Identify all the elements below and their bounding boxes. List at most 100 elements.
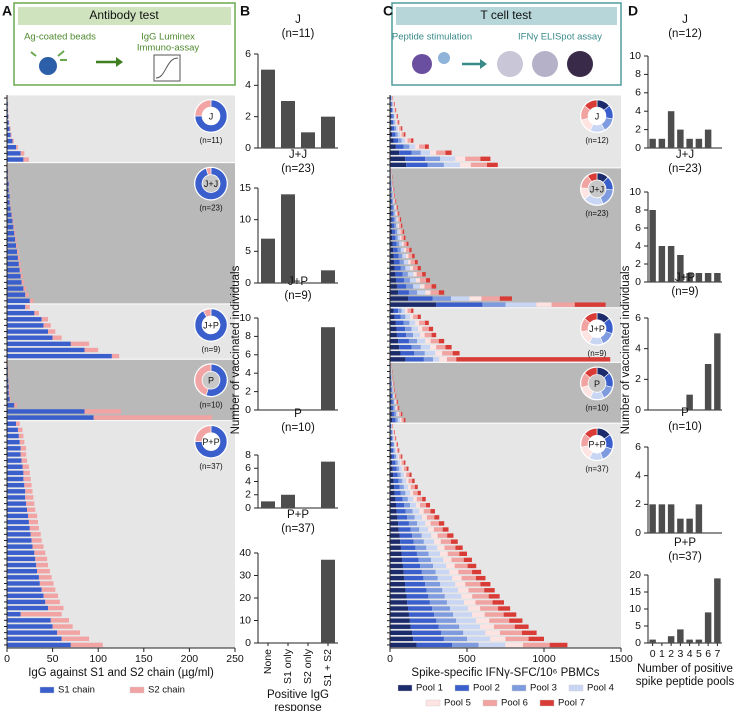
x-tick-label: 0 <box>650 648 656 660</box>
bar-segment <box>36 563 48 567</box>
bar-segment <box>7 434 19 438</box>
bar-segment <box>409 612 434 616</box>
bar-segment <box>401 223 402 227</box>
bar-segment <box>404 576 423 580</box>
bar-segment <box>394 394 395 398</box>
bar <box>686 139 692 148</box>
bar-segment <box>405 315 410 319</box>
bar-segment <box>7 213 12 217</box>
bar-segment <box>430 345 436 349</box>
bar-segment <box>484 588 494 592</box>
bar-segment <box>398 460 400 464</box>
bar-segment <box>432 333 437 337</box>
subchart-subtitle: (n=23) <box>668 163 702 175</box>
bar-segment <box>425 351 435 355</box>
bar-segment <box>425 521 430 525</box>
bar-segment <box>94 415 213 419</box>
bar-segment <box>397 217 398 221</box>
bar-segment <box>509 618 522 622</box>
bar-segment <box>394 114 395 118</box>
bar-segment <box>390 144 396 148</box>
subchart-title: P+P <box>287 509 309 521</box>
bar-segment <box>412 345 421 349</box>
y-tick-label: 8 <box>245 330 251 342</box>
subchart-subtitle: (n=37) <box>668 551 702 563</box>
bar-segment <box>421 151 430 155</box>
bar-segment <box>404 236 406 240</box>
y-tick-label: 6 <box>245 349 251 361</box>
group-n: (n=12) <box>585 136 609 145</box>
bar-segment <box>413 315 418 319</box>
bar-segment <box>45 600 60 604</box>
bar-segment <box>10 397 11 401</box>
bar-segment <box>439 357 447 361</box>
bar-segment <box>37 569 50 573</box>
bar-segment <box>393 406 394 410</box>
bar-segment <box>398 309 402 313</box>
bar-segment <box>402 272 407 276</box>
bar-segment <box>392 102 393 106</box>
subchart-title: J <box>295 14 301 26</box>
y-tick-label: 4 <box>245 475 251 487</box>
group-n: (n=10) <box>199 400 223 409</box>
bar-segment <box>417 272 422 276</box>
bar-segment <box>406 254 408 258</box>
bar-segment <box>401 315 406 319</box>
x-tick-label: 1000 <box>532 653 556 665</box>
bar-segment <box>399 345 411 349</box>
bar-segment <box>411 625 439 629</box>
bar-segment <box>394 217 396 221</box>
header-step: IgG Luminex <box>141 32 195 43</box>
subchart-subtitle: (n=10) <box>668 421 702 433</box>
bar-segment <box>413 284 420 288</box>
bar-segment <box>7 581 40 585</box>
bar-segment <box>7 348 85 352</box>
bar-segment <box>422 570 436 574</box>
legend-label: Pool 4 <box>587 683 614 694</box>
y-tick-label: 15 <box>629 586 641 598</box>
bar <box>321 462 335 508</box>
bar-segment <box>7 563 36 567</box>
group-label: J+P <box>203 320 219 330</box>
bar-segment <box>435 351 442 355</box>
bar-segment <box>431 339 439 343</box>
bar-segment <box>397 284 406 288</box>
bar-segment <box>500 631 522 635</box>
bar-segment <box>391 187 392 191</box>
bar-segment <box>390 327 396 331</box>
bar-segment <box>406 333 413 337</box>
bar-segment <box>460 163 471 167</box>
bar-segment <box>402 552 417 556</box>
bar <box>677 130 683 148</box>
y-tick-label: 0 <box>245 502 251 514</box>
bar-segment <box>452 643 479 647</box>
bar-segment <box>433 357 439 361</box>
bar-segment <box>410 315 413 319</box>
bar-segment <box>7 508 27 512</box>
bar-segment <box>399 230 400 234</box>
bar <box>281 495 295 508</box>
bar-segment <box>393 187 394 191</box>
bar-segment <box>400 533 413 537</box>
bar <box>696 273 702 282</box>
bar-segment <box>407 515 414 519</box>
bar-segment <box>404 467 407 471</box>
bar-segment <box>392 418 395 422</box>
bar-segment <box>397 114 398 118</box>
x-axis-label: Positive IgG <box>267 689 329 701</box>
bar-segment <box>391 406 393 410</box>
bar-segment <box>439 339 444 343</box>
bar-segment <box>436 570 450 574</box>
bar-segment <box>390 570 404 574</box>
bar-segment <box>390 643 417 647</box>
bar-segment <box>396 242 399 246</box>
bar-segment <box>515 625 529 629</box>
bar-segment <box>393 442 394 446</box>
bar-segment <box>393 248 397 252</box>
bar-segment <box>390 491 395 495</box>
bar-segment <box>85 348 99 352</box>
x-tick-label: 3 <box>677 648 683 660</box>
bar <box>261 501 275 508</box>
bar <box>696 504 702 533</box>
bar-segment <box>413 266 418 270</box>
